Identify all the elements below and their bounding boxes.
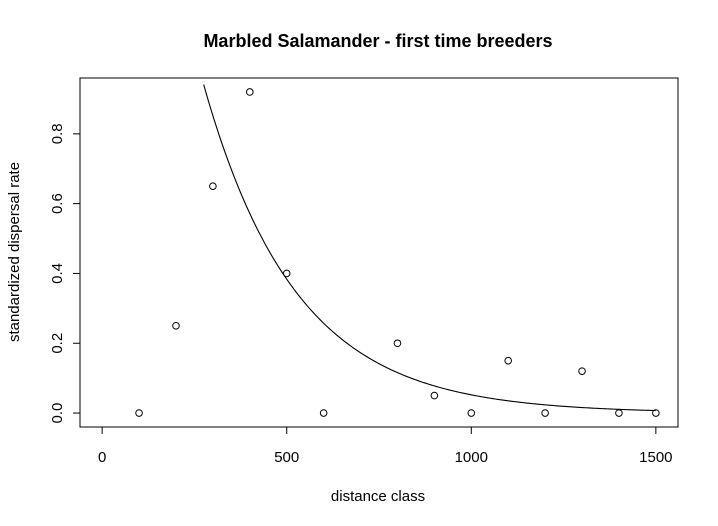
data-point: [319, 409, 328, 417]
y-tick-label: 0.2: [49, 333, 66, 354]
data-point: [541, 409, 549, 417]
x-tick-label: 1500: [639, 449, 672, 466]
y-tick-label: 0.0: [49, 403, 66, 424]
chart-title: Marbled Salamander - first time breeders: [203, 31, 552, 51]
data-point: [172, 321, 180, 330]
y-tick-label: 0.4: [49, 263, 66, 284]
x-axis: 0 500 1000 1500: [98, 426, 673, 466]
x-axis-label: distance class: [331, 488, 425, 505]
data-point: [652, 409, 660, 417]
data-point: [135, 409, 143, 417]
data-points-layer: [135, 88, 660, 417]
data-point: [430, 391, 439, 400]
plot-area-frame: [79, 77, 679, 428]
data-point: [467, 409, 476, 417]
data-point: [246, 88, 254, 96]
data-point: [393, 339, 402, 348]
x-tick-label: 500: [274, 449, 299, 466]
x-tick-label: 1000: [455, 449, 488, 466]
y-axis-label: standardized dispersal rate: [6, 162, 23, 342]
data-point: [578, 367, 586, 375]
data-point: [209, 182, 217, 190]
data-point: [615, 409, 623, 417]
y-axis: 0.0 0.2 0.4 0.6 0.8: [49, 123, 81, 424]
data-point: [504, 356, 512, 365]
fitted-curve: [203, 84, 656, 412]
x-tick-label: 0: [98, 449, 106, 466]
y-tick-label: 0.8: [49, 123, 66, 144]
data-point: [282, 269, 291, 278]
y-tick-label: 0.6: [49, 193, 66, 214]
fitted-curve-layer: [203, 84, 656, 412]
